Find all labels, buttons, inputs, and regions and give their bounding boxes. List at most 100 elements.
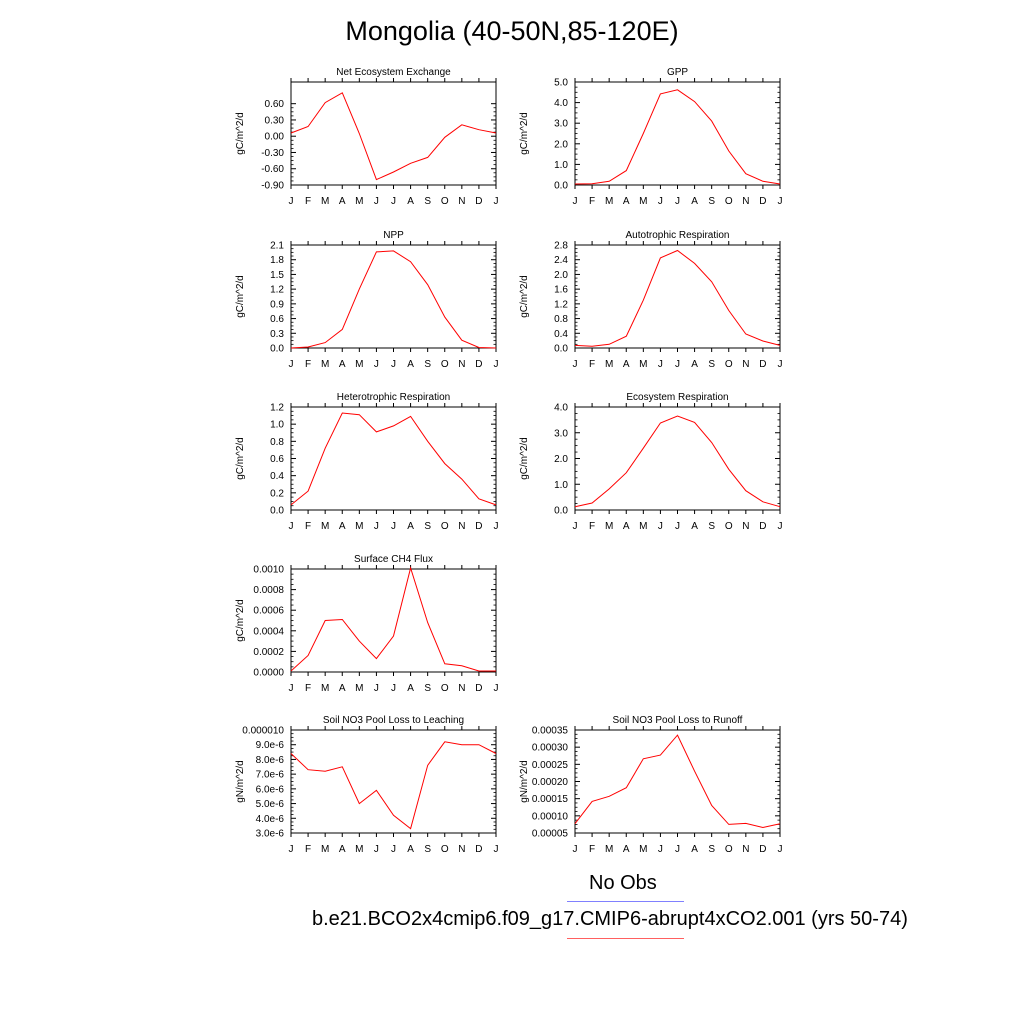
y-tick-label: 5.0 (554, 78, 568, 89)
chart-panel: Autotrophic Respiration 0.0 0.4 0.8 1.2 1.6 2.… (519, 230, 783, 370)
y-tick-label: 2.0 (554, 270, 568, 281)
x-tick-label: S (424, 196, 431, 207)
y-axis-label: gC/m^2/d (235, 275, 246, 318)
y-tick-label: 0.4 (270, 471, 284, 482)
y-tick-label: 1.2 (270, 285, 284, 296)
x-tick-label: F (305, 359, 311, 370)
y-tick-label: 2.1 (270, 241, 284, 252)
x-tick-label: M (605, 359, 613, 370)
x-tick-label: J (675, 521, 680, 532)
y-tick-label: 0.00025 (532, 760, 569, 771)
x-tick-label: F (589, 844, 595, 855)
x-tick-label: O (441, 844, 449, 855)
y-tick-label: 5.0e-6 (256, 799, 285, 810)
x-tick-label: M (639, 521, 647, 532)
x-tick-label: M (605, 196, 613, 207)
x-tick-label: O (441, 521, 449, 532)
x-tick-label: D (759, 196, 766, 207)
y-axis-label: gN/m^2/d (235, 760, 246, 803)
x-tick-label: M (639, 196, 647, 207)
series-line (574, 249, 781, 347)
x-tick-label: N (458, 844, 465, 855)
x-tick-label: F (589, 359, 595, 370)
plot-frame (290, 244, 497, 349)
x-tick-label: O (441, 196, 449, 207)
y-tick-label: 0.0 (554, 344, 568, 355)
x-tick-label: D (475, 521, 482, 532)
x-tick-label: A (339, 521, 346, 532)
x-tick-label: M (355, 521, 363, 532)
x-tick-label: A (339, 844, 346, 855)
x-tick-label: J (573, 521, 578, 532)
chart-title: Soil NO3 Pool Loss to Leaching (323, 715, 464, 726)
y-axis-label: gC/m^2/d (519, 112, 530, 155)
x-tick-label: J (289, 196, 294, 207)
x-tick-label: J (573, 844, 578, 855)
x-tick-label: F (589, 196, 595, 207)
x-tick-label: J (374, 359, 379, 370)
plot-frame (290, 406, 497, 511)
x-tick-label: A (407, 844, 414, 855)
y-tick-label: 0.3 (270, 329, 284, 340)
y-tick-label: 1.0 (554, 480, 568, 491)
y-tick-label: 4.0 (554, 403, 568, 414)
x-tick-label: J (374, 196, 379, 207)
x-tick-label: F (305, 521, 311, 532)
x-tick-label: J (391, 521, 396, 532)
x-tick-label: M (321, 521, 329, 532)
y-tick-label: 1.0 (554, 160, 568, 171)
y-tick-label: 0.60 (265, 99, 285, 110)
x-tick-label: D (475, 844, 482, 855)
x-tick-label: A (407, 521, 414, 532)
y-tick-label: 1.2 (554, 299, 568, 310)
x-tick-label: O (725, 196, 733, 207)
y-tick-label: 0.0 (270, 344, 284, 355)
y-tick-label: 0.0002 (253, 647, 284, 658)
chart-title: GPP (667, 67, 688, 78)
x-tick-label: N (742, 196, 749, 207)
y-tick-label: 0.0004 (253, 626, 284, 637)
y-tick-label: 0.6 (270, 314, 284, 325)
x-tick-label: O (441, 683, 449, 694)
y-tick-label: 0.0 (554, 506, 568, 517)
x-tick-label: J (778, 844, 783, 855)
x-tick-label: D (759, 844, 766, 855)
plot-frame (290, 81, 497, 186)
y-tick-label: 0.00010 (532, 811, 569, 822)
x-tick-label: N (458, 521, 465, 532)
legend-case-line (567, 938, 684, 939)
y-tick-label: 3.0e-6 (256, 829, 285, 840)
x-tick-label: O (725, 521, 733, 532)
x-tick-label: A (407, 196, 414, 207)
y-tick-label: 4.0 (554, 98, 568, 109)
x-tick-label: S (424, 521, 431, 532)
x-tick-label: J (494, 521, 499, 532)
x-tick-label: J (658, 359, 663, 370)
x-tick-label: M (605, 521, 613, 532)
x-tick-label: A (623, 521, 630, 532)
series-line (574, 89, 781, 185)
x-tick-label: S (708, 521, 715, 532)
x-tick-label: J (391, 196, 396, 207)
x-tick-label: A (339, 359, 346, 370)
x-tick-label: M (321, 683, 329, 694)
x-tick-label: S (708, 196, 715, 207)
chart-title: Surface CH4 Flux (354, 554, 433, 565)
y-tick-label: 0.000010 (242, 726, 284, 737)
x-tick-label: O (725, 359, 733, 370)
y-tick-label: 0.0006 (253, 606, 284, 617)
y-tick-label: 0.0010 (253, 565, 284, 576)
x-tick-label: N (458, 683, 465, 694)
x-tick-label: J (494, 683, 499, 694)
x-tick-label: D (759, 359, 766, 370)
x-tick-label: J (675, 196, 680, 207)
legend-obs-label: No Obs (589, 872, 657, 894)
x-tick-label: N (742, 844, 749, 855)
x-tick-label: F (305, 844, 311, 855)
y-tick-label: 0.00015 (532, 794, 569, 805)
y-tick-label: 1.5 (270, 270, 284, 281)
x-tick-label: A (691, 196, 698, 207)
plot-frame (574, 81, 781, 186)
